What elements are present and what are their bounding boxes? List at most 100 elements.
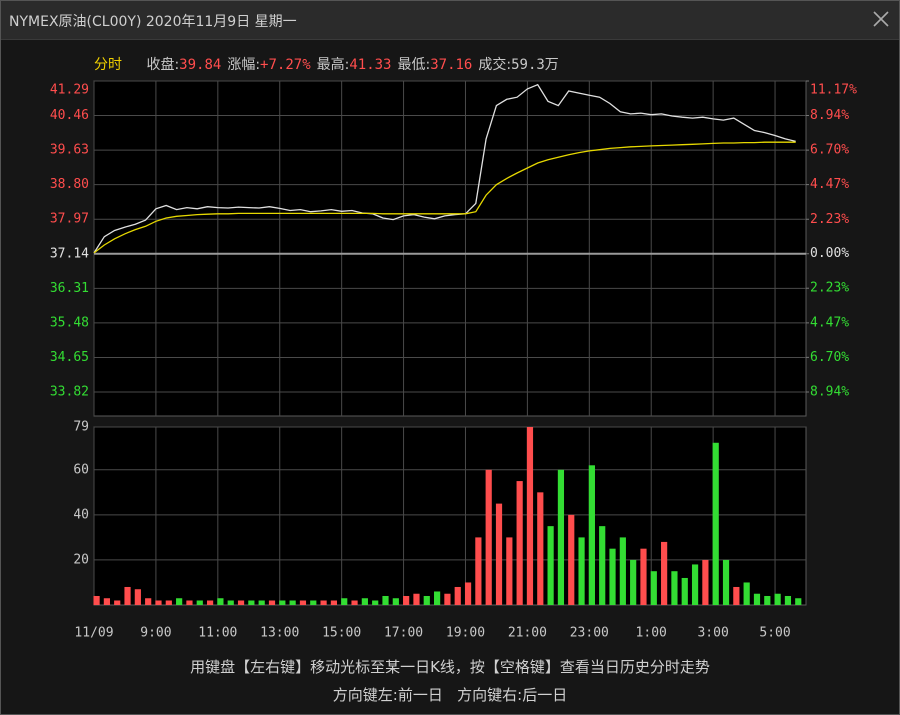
volume-bar <box>196 600 203 605</box>
y2-tick-label: 8.94% <box>810 385 849 400</box>
volume-bar <box>609 548 616 605</box>
x-tick-label: 5:00 <box>759 626 790 641</box>
volume-bar <box>722 559 730 605</box>
y-tick-label: 40 <box>73 507 89 522</box>
volume-bar <box>434 591 441 605</box>
volume-bar <box>341 598 348 605</box>
y-tick-label: 41.29 <box>50 83 89 98</box>
y2-tick-label: 6.70% <box>810 350 849 365</box>
volume-bar <box>671 571 678 605</box>
volume-bar <box>176 598 183 605</box>
volume-bar <box>753 593 761 605</box>
volume-bar <box>289 600 296 605</box>
volume-bar <box>506 537 513 605</box>
volume-bar <box>206 600 214 605</box>
volume-bar <box>537 492 544 605</box>
volume-bar <box>691 564 699 605</box>
y-tick-label: 40.46 <box>50 108 89 123</box>
volume-bar <box>444 593 451 605</box>
x-tick-label: 11:00 <box>198 626 237 641</box>
y2-tick-label: 4.47% <box>810 315 849 330</box>
y-tick-label: 39.63 <box>50 143 89 158</box>
volume-bar <box>227 600 234 605</box>
y-tick-label: 20 <box>73 552 89 567</box>
info-label: 最低: <box>397 57 431 73</box>
y-tick-label: 37.14 <box>50 246 89 261</box>
volume-bar <box>599 526 606 605</box>
volume-bar <box>268 600 276 605</box>
y-tick-label: 35.48 <box>50 315 89 330</box>
info-value: 37.16 <box>430 57 473 73</box>
close-button[interactable] <box>871 9 891 29</box>
volume-bar <box>403 595 410 605</box>
volume-bar <box>237 600 245 605</box>
volume-bar <box>619 537 626 605</box>
volume-bar <box>464 582 472 605</box>
y2-tick-label: 4.47% <box>810 177 849 192</box>
x-tick-label: 3:00 <box>697 626 728 641</box>
volume-bar <box>351 600 358 605</box>
y2-tick-label: 11.17% <box>810 83 857 98</box>
volume-bar <box>134 589 141 605</box>
volume-bar <box>485 469 492 605</box>
volume-bar <box>475 537 482 605</box>
info-value: 59.3万 <box>511 57 559 73</box>
volume-bar <box>516 481 523 605</box>
title-bar: NYMEX原油(CL00Y) 2020年11月9日 星期一 <box>1 1 899 40</box>
x-tick-label: 19:00 <box>446 626 485 641</box>
volume-bar <box>774 593 781 605</box>
x-tick-label: 15:00 <box>322 626 361 641</box>
volume-bar <box>784 595 792 605</box>
volume-bar <box>145 598 152 605</box>
y-tick-label: 33.82 <box>50 385 89 400</box>
volume-bar <box>547 526 554 605</box>
y2-tick-label: 2.23% <box>810 212 849 227</box>
y2-tick-label: 8.94% <box>810 108 849 123</box>
y-tick-label: 38.80 <box>50 177 89 192</box>
info-line: 分时 收盘:39.84 涨幅:+7.27% 最高:41.33 最低:37.16 成交:5… <box>94 54 559 74</box>
chart: 11/09 9:00 11:00 13:00 15:00 17:00 19:00 21:00 2… <box>50 80 857 641</box>
volume-bar <box>712 442 719 605</box>
x-tick-label: 1:00 <box>636 626 667 641</box>
volume-bar <box>103 598 110 605</box>
price-line <box>93 141 796 254</box>
x-tick-label: 9:00 <box>140 626 171 641</box>
x-tick-label: 17:00 <box>384 626 423 641</box>
volume-bar <box>630 559 637 605</box>
x-tick-label: 23:00 <box>570 626 609 641</box>
info-label: 涨幅: <box>227 57 261 73</box>
volume-bar <box>743 582 750 605</box>
y-tick-label: 37.97 <box>50 212 89 227</box>
volume-bar <box>413 593 420 605</box>
x-tick-label: 13:00 <box>260 626 299 641</box>
y-tick-label: 34.65 <box>50 350 89 365</box>
volume-bar <box>568 514 575 605</box>
volume-bar <box>248 600 255 605</box>
volume-bar <box>217 598 224 605</box>
volume-bar <box>310 600 317 605</box>
info-value: 41.33 <box>349 57 392 73</box>
volume-bar <box>258 600 265 605</box>
volume-bar <box>423 595 430 605</box>
nav-hint: 方向键左:前一日 方向键右:后一日 <box>1 684 899 705</box>
volume-bar <box>155 600 162 605</box>
volume-bar <box>186 600 193 605</box>
volume-bar <box>526 427 534 605</box>
volume-bar <box>588 465 595 605</box>
volume-bar <box>702 559 709 605</box>
y-tick-label: 60 <box>73 462 89 477</box>
volume-bar <box>795 598 802 605</box>
volume-bar <box>557 469 565 605</box>
volume-bar <box>681 577 688 605</box>
volume-bar <box>279 600 286 605</box>
y-tick-label: 36.31 <box>50 281 89 296</box>
volume-bar <box>733 586 740 605</box>
mode-label: 分时 <box>94 57 122 73</box>
volume-bar <box>495 503 503 605</box>
volume-bar <box>93 595 100 605</box>
volume-bar <box>578 537 585 605</box>
volume-bar <box>382 595 389 605</box>
y2-tick-label: 0.00% <box>810 246 849 261</box>
hint: 用键盘【左右键】移动光标至某一日K线，按【空格键】查看当日历史分时走势 <box>190 658 710 676</box>
